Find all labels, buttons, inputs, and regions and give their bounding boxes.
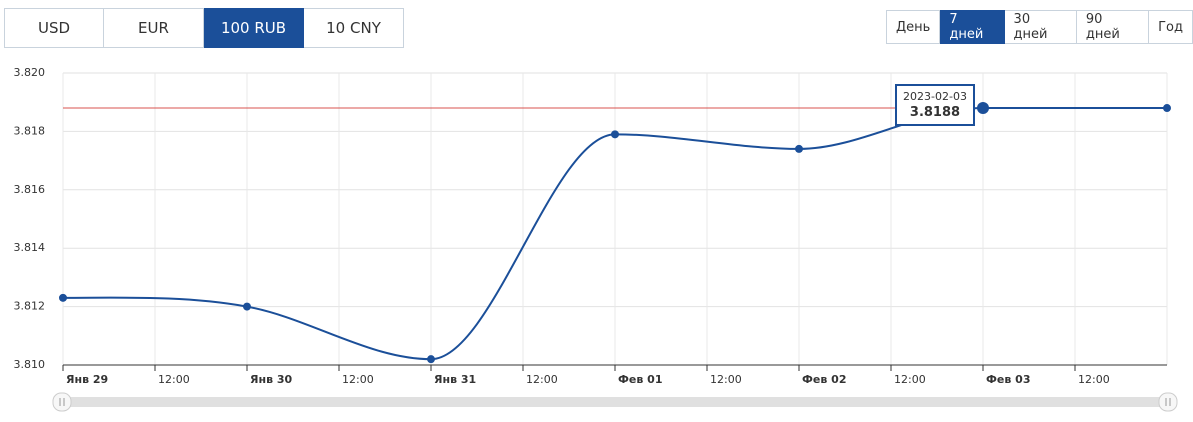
x-tick-label: 12:00 bbox=[710, 373, 742, 386]
x-tick-label: Янв 30 bbox=[250, 373, 293, 386]
y-tick-label: 3.810 bbox=[14, 358, 46, 371]
y-tick-label: 3.820 bbox=[14, 66, 46, 79]
data-point bbox=[611, 130, 619, 139]
currency-button[interactable]: EUR bbox=[104, 8, 204, 48]
tooltip-date: 2023-02-03 bbox=[903, 90, 967, 103]
x-tick-label: Фев 03 bbox=[986, 373, 1030, 386]
y-tick-label: 3.816 bbox=[14, 183, 46, 196]
x-tick-label: Фев 02 bbox=[802, 373, 846, 386]
tooltip: 2023-02-03 3.8188 bbox=[895, 84, 975, 126]
tooltip-value: 3.8188 bbox=[909, 105, 961, 120]
currency-selector: USD EUR 100 RUB 10 CNY bbox=[4, 8, 404, 48]
x-tick-label: Янв 29 bbox=[66, 373, 108, 386]
x-tick-label: 12:00 bbox=[526, 373, 558, 386]
range-button[interactable]: 30 дней bbox=[1004, 10, 1077, 44]
data-point bbox=[795, 144, 803, 153]
x-tick-label: 12:00 bbox=[158, 373, 190, 386]
y-tick-label: 3.814 bbox=[14, 241, 46, 254]
data-point bbox=[59, 293, 67, 302]
currency-button[interactable]: USD bbox=[4, 8, 104, 48]
navigator-track[interactable] bbox=[63, 397, 1167, 407]
range-button[interactable]: 90 дней bbox=[1076, 10, 1150, 44]
x-tick-label: 12:00 bbox=[894, 373, 926, 386]
x-tick-label: 12:00 bbox=[342, 373, 374, 386]
y-tick-label: 3.812 bbox=[14, 300, 46, 313]
x-tick-label: 12:00 bbox=[1078, 373, 1110, 386]
range-button[interactable]: 7 дней bbox=[940, 10, 1005, 44]
x-tick-label: Янв 31 bbox=[434, 373, 476, 386]
y-tick-label: 3.818 bbox=[14, 124, 46, 137]
data-point bbox=[1163, 104, 1171, 113]
plot: 3.810 3.812 3.814 3.816 3.818 3.820 Янв 29 12:0… bbox=[14, 66, 1171, 386]
range-button[interactable]: День bbox=[886, 10, 941, 44]
data-point bbox=[243, 302, 251, 311]
data-point bbox=[977, 102, 989, 115]
currency-button[interactable]: 100 RUB bbox=[204, 8, 304, 48]
navigator-handle[interactable] bbox=[1158, 392, 1178, 412]
navigator-handle[interactable] bbox=[52, 392, 72, 412]
currency-button[interactable]: 10 CNY bbox=[304, 8, 404, 48]
range-selector: День 7 дней 30 дней 90 дней Год bbox=[886, 10, 1193, 44]
x-tick-label: Фев 01 bbox=[618, 373, 662, 386]
range-button[interactable]: Год bbox=[1149, 10, 1193, 44]
data-point bbox=[427, 355, 435, 364]
